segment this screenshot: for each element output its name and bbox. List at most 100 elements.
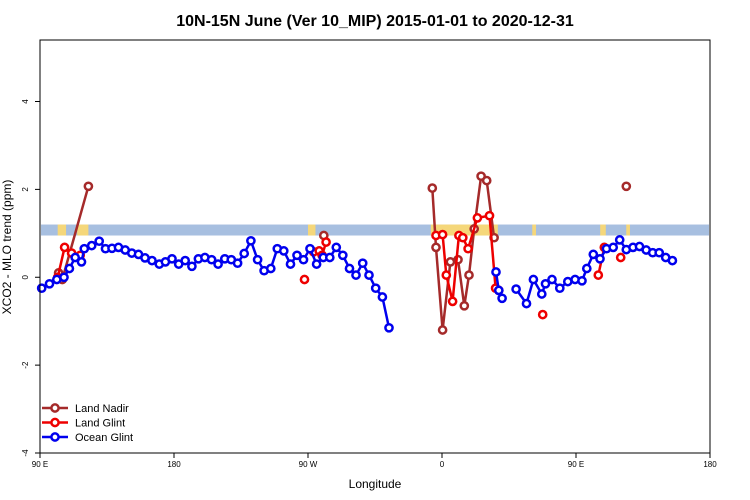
data-point-ocean-glint <box>364 270 374 280</box>
data-point-ocean-glint <box>36 283 47 294</box>
data-point-ocean-glint <box>278 246 289 256</box>
data-point-ocean-glint <box>239 248 250 259</box>
data-point-ocean-glint <box>667 255 678 266</box>
chart-title: 10N-15N June (Ver 10_MIP) 2015-01-01 to … <box>176 13 574 30</box>
data-point-ocean-glint <box>377 292 388 302</box>
data-point-ocean-glint <box>384 322 394 333</box>
data-point-land-nadir <box>431 242 441 253</box>
legend-swatch-marker <box>50 403 60 413</box>
data-point-land-glint <box>441 270 452 280</box>
data-point-ocean-glint <box>511 284 521 294</box>
band-land <box>600 224 606 236</box>
data-point-ocean-glint <box>180 255 191 266</box>
data-point-land-glint <box>537 309 548 320</box>
data-point-land-glint <box>437 229 448 240</box>
data-point-ocean-glint <box>581 263 592 274</box>
y-axis-label: XCO2 - MLO trend (ppm) <box>0 180 14 315</box>
legend-item-land-nadir: Land Nadir <box>42 403 129 415</box>
x-tick-label: 180 <box>703 460 717 469</box>
data-point-ocean-glint <box>285 259 296 269</box>
data-point-ocean-glint <box>246 235 256 246</box>
data-point-land-nadir <box>83 181 94 192</box>
data-point-land-nadir <box>481 175 492 186</box>
data-point-land-glint <box>457 232 468 243</box>
y-tick-label: 2 <box>21 187 30 192</box>
data-point-ocean-glint <box>324 252 335 263</box>
data-point-land-glint <box>593 270 604 280</box>
data-point-ocean-glint <box>540 278 551 289</box>
data-point-ocean-glint <box>187 261 197 272</box>
data-point-ocean-glint <box>608 242 619 253</box>
data-point-ocean-glint <box>351 270 361 280</box>
x-tick-label: 90 W <box>299 460 318 469</box>
data-point-land-glint <box>299 274 310 285</box>
legend-label: Ocean Glint <box>75 432 133 444</box>
data-point-land-nadir <box>621 181 632 192</box>
data-point-ocean-glint <box>536 289 547 299</box>
data-point-land-nadir <box>459 300 470 311</box>
data-point-ocean-glint <box>94 236 105 247</box>
data-point-ocean-glint <box>292 250 302 261</box>
data-point-ocean-glint <box>337 250 348 261</box>
data-point-ocean-glint <box>76 257 87 267</box>
y-tick-label: -2 <box>21 361 30 369</box>
data-point-ocean-glint <box>147 255 157 266</box>
data-point-ocean-glint <box>654 247 665 258</box>
data-point-land-nadir <box>464 270 474 280</box>
x-tick-label: 90 E <box>568 460 584 469</box>
legend-label: Land Nadir <box>75 403 129 415</box>
data-point-ocean-glint <box>614 235 625 245</box>
data-point-ocean-glint <box>547 274 557 285</box>
data-point-ocean-glint <box>298 254 309 265</box>
data-point-ocean-glint <box>232 258 243 269</box>
data-point-land-glint <box>59 242 70 253</box>
band-land <box>626 224 630 236</box>
plot-frame <box>39 39 711 454</box>
data-point-ocean-glint <box>554 283 565 294</box>
data-point-ocean-glint <box>213 259 223 269</box>
data-point-ocean-glint <box>588 249 599 260</box>
legend-swatch-marker <box>50 432 60 442</box>
band-land <box>532 224 536 236</box>
y-axis: -4 -2 0 2 4 <box>21 99 40 457</box>
series-line-ocean-glint <box>41 237 391 329</box>
land-band <box>41 224 709 236</box>
x-axis-label: Longitude <box>349 477 402 491</box>
band-land <box>430 224 498 236</box>
data-point-land-glint <box>484 210 495 221</box>
data-point-ocean-glint <box>331 242 342 253</box>
data-point-land-glint <box>447 296 458 307</box>
data-point-ocean-glint <box>370 283 381 294</box>
data-point-land-glint <box>321 237 331 247</box>
data-point-ocean-glint <box>167 253 177 264</box>
band-land <box>77 224 89 236</box>
data-point-ocean-glint <box>44 278 55 289</box>
legend-swatch-marker <box>50 417 60 428</box>
y-tick-label: 0 <box>21 274 30 279</box>
x-axis: 90 E 180 90 W 0 90 E 180 <box>32 453 717 469</box>
series-layer <box>36 171 678 335</box>
data-point-ocean-glint <box>305 243 315 254</box>
x-tick-label: 90 E <box>32 460 48 469</box>
data-point-ocean-glint <box>491 267 501 277</box>
data-point-ocean-glint <box>265 263 276 274</box>
legend-item-ocean-glint: Ocean Glint <box>42 432 133 444</box>
data-point-ocean-glint <box>79 243 90 254</box>
y-tick-label: 4 <box>21 99 30 104</box>
data-point-ocean-glint <box>86 240 97 251</box>
data-point-ocean-glint <box>497 293 507 304</box>
y-tick-label: -4 <box>21 449 30 457</box>
data-point-land-glint <box>463 243 473 254</box>
data-point-ocean-glint <box>252 254 263 265</box>
data-point-ocean-glint <box>70 252 81 263</box>
data-point-ocean-glint <box>344 263 355 274</box>
data-point-ocean-glint <box>357 258 368 269</box>
data-point-land-nadir <box>427 183 438 193</box>
data-point-land-glint <box>615 252 626 263</box>
data-point-ocean-glint <box>311 259 322 269</box>
data-point-ocean-glint <box>493 285 504 296</box>
data-point-ocean-glint <box>595 253 605 264</box>
band-land <box>57 224 67 236</box>
band-land <box>308 224 316 236</box>
